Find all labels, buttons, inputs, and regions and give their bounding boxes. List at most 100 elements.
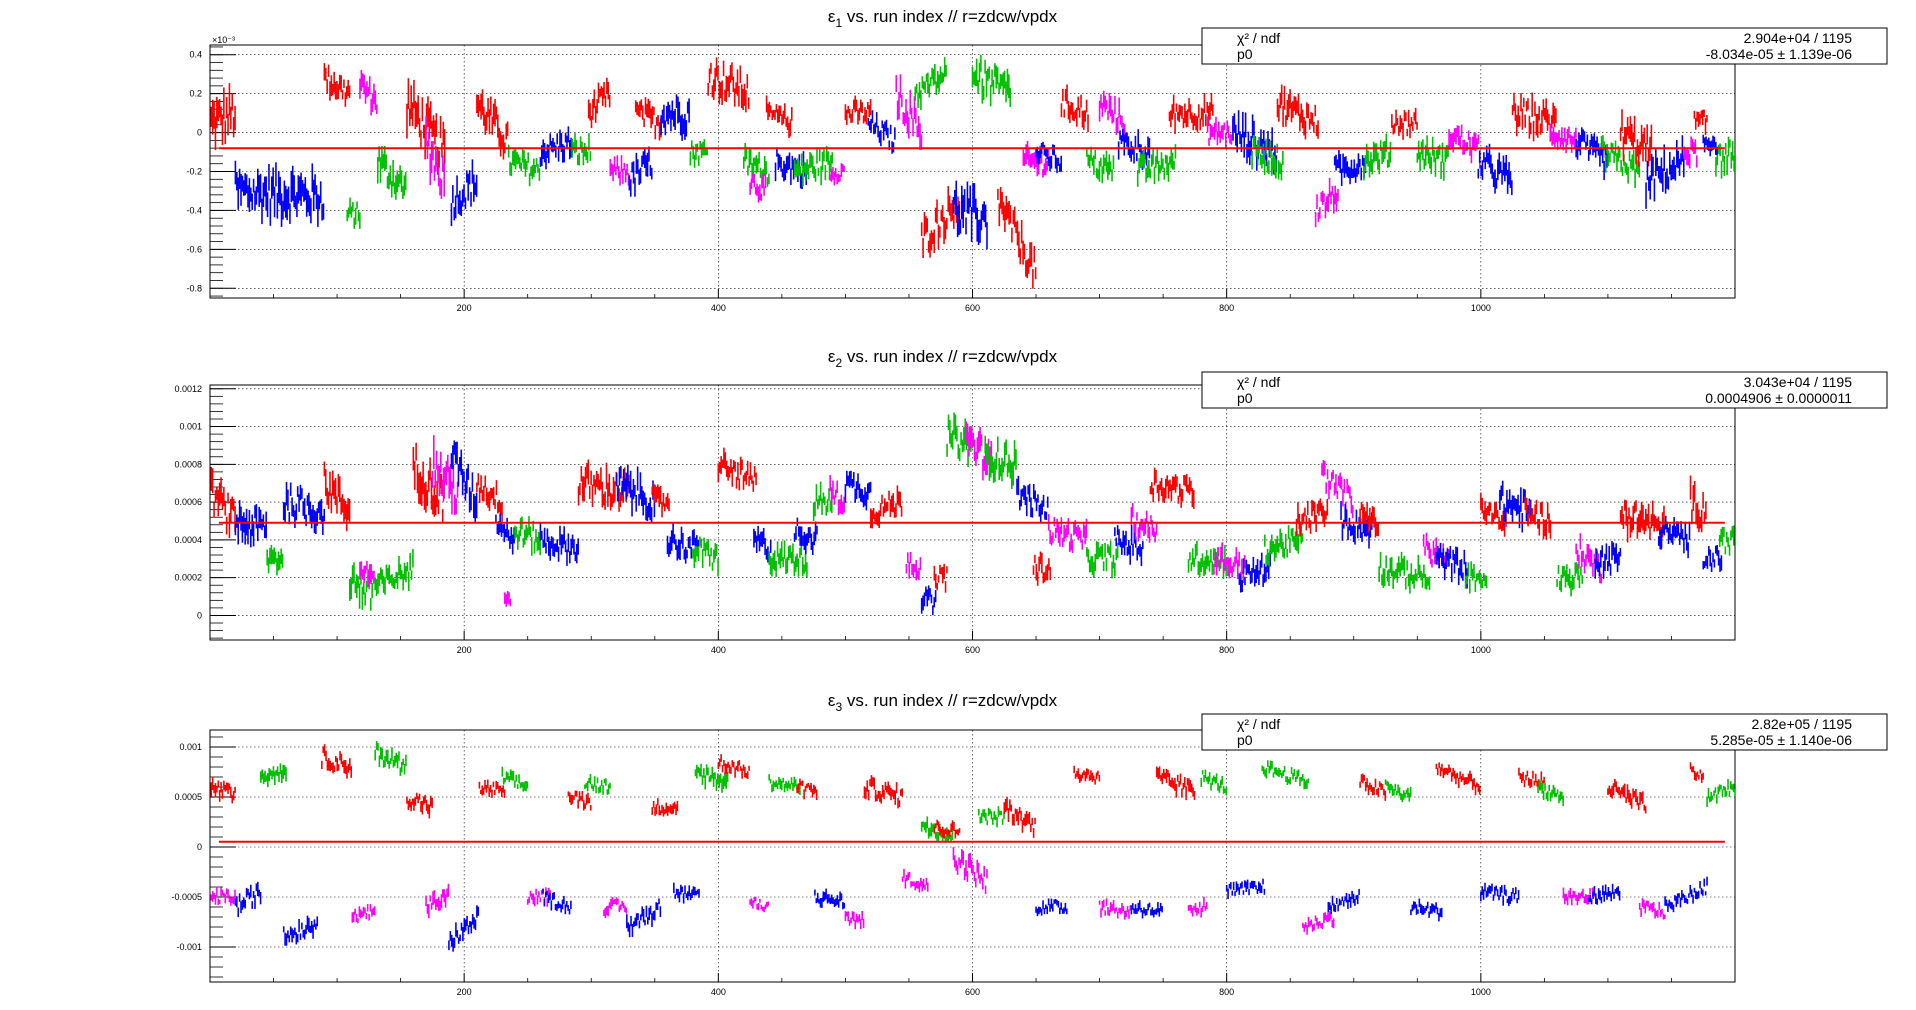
- x-tick-label: 1000: [1471, 645, 1491, 655]
- run-segment-44: [1261, 760, 1310, 790]
- run-segment-11: [507, 144, 541, 187]
- run-segment-37: [1073, 765, 1101, 785]
- run-segment-49: [1410, 898, 1443, 922]
- run-segment-41: [1187, 896, 1208, 918]
- run-segment-63: [1715, 136, 1735, 179]
- run-segment-41: [1136, 144, 1177, 187]
- run-segment-35: [1003, 797, 1036, 838]
- run-segment-29: [863, 775, 904, 809]
- run-segment-14: [587, 77, 611, 129]
- run-segment-55: [1480, 492, 1507, 537]
- y-tick-label: -0.0005: [171, 892, 202, 902]
- run-segment-19: [689, 139, 708, 168]
- run-segment-6: [321, 744, 352, 779]
- title-symbol: ε: [828, 347, 836, 366]
- y-tick-label: 0.2: [189, 89, 202, 99]
- run-segment-30: [901, 868, 929, 893]
- run-segment-55: [1588, 883, 1621, 905]
- run-segment-21: [742, 142, 770, 189]
- run-segment-3: [323, 63, 351, 107]
- run-segment-21: [692, 536, 719, 577]
- run-segment-27: [829, 475, 845, 516]
- run-segment-62: [1702, 134, 1719, 157]
- x-tick-label: 800: [1219, 987, 1234, 997]
- run-segment-46: [1327, 888, 1360, 915]
- run-segment-32: [952, 180, 988, 250]
- y-tick-label: -0.6: [186, 244, 202, 254]
- x-tick-label: 200: [457, 303, 472, 313]
- y-tick-label: -0.2: [186, 167, 202, 177]
- x-tick-label: 600: [965, 303, 980, 313]
- stats-p0-label: p0: [1237, 732, 1253, 748]
- run-segment-52: [1448, 124, 1481, 169]
- run-segment-61: [1619, 499, 1665, 550]
- run-segment-25: [768, 774, 801, 795]
- y-tick-label: 0.0006: [174, 497, 202, 507]
- stats-p0-value: 5.285e-05 ± 1.140e-06: [1710, 732, 1852, 748]
- y-tick-label: 0: [197, 842, 202, 852]
- run-segment-48: [1321, 460, 1354, 519]
- title-symbol: ε: [828, 7, 836, 26]
- y-tick-label: -0.001: [176, 942, 202, 952]
- x-tick-label: 800: [1219, 303, 1234, 313]
- run-segment-22: [749, 173, 767, 203]
- run-segment-40: [1114, 524, 1144, 567]
- run-segment-26: [812, 481, 833, 522]
- title-rest: vs. run index // r=zdcw/vpdx: [842, 691, 1057, 710]
- run-segment-14: [504, 590, 512, 607]
- chart-title: ε2 vs. run index // r=zdcw/vpdx: [828, 347, 1058, 370]
- run-segment-51: [1416, 135, 1449, 181]
- run-segment-25: [793, 517, 818, 555]
- run-segment-8: [425, 115, 446, 199]
- run-segment-24: [749, 896, 770, 913]
- run-segment-54: [1511, 92, 1557, 142]
- run-segment-5: [323, 461, 351, 532]
- run-segment-34: [997, 187, 1037, 289]
- run-segment-57: [1524, 496, 1552, 540]
- y-tick-label: -0.4: [186, 205, 202, 215]
- run-segment-36: [1016, 475, 1049, 524]
- run-segment-38: [1098, 898, 1132, 920]
- x-tick-label: 600: [965, 987, 980, 997]
- run-segment-56: [1607, 778, 1647, 814]
- run-segment-34: [978, 806, 1005, 828]
- run-segment-3: [266, 544, 284, 576]
- run-segment-59: [1575, 533, 1603, 584]
- run-segment-5: [282, 915, 319, 946]
- run-segment-47: [1359, 773, 1387, 801]
- run-segment-57: [1638, 898, 1666, 920]
- run-segment-6: [376, 145, 407, 200]
- run-segment-23: [765, 95, 793, 139]
- run-segment-7: [359, 560, 375, 588]
- run-segment-9: [412, 442, 445, 523]
- run-segment-37: [1060, 84, 1089, 133]
- title-subscript: 3: [835, 700, 842, 714]
- run-segment-50: [1359, 501, 1380, 538]
- run-segment-16: [539, 522, 579, 566]
- run-segment-20: [651, 798, 679, 817]
- run-segment-54: [1464, 561, 1488, 594]
- run-segment-4: [346, 197, 361, 229]
- run-segment-46: [1263, 524, 1304, 567]
- run-segment-15: [609, 155, 630, 186]
- run-segment-15: [514, 516, 541, 556]
- run-segment-38: [1086, 146, 1115, 184]
- run-segment-36: [1035, 141, 1063, 174]
- run-segment-23: [753, 525, 772, 565]
- data-series: [210, 412, 1735, 616]
- run-segment-5: [359, 69, 378, 116]
- run-segment-31: [920, 186, 961, 259]
- run-segment-48: [1384, 779, 1412, 803]
- run-segment-65: [1718, 525, 1735, 556]
- run-segment-10: [476, 89, 509, 160]
- run-segment-28: [844, 470, 872, 511]
- stats-p0-label: p0: [1237, 46, 1253, 62]
- chart-panel-3: ε3 vs. run index // r=zdcw/vpdx 200 400 600…: [171, 691, 1888, 997]
- run-segment-22: [694, 763, 729, 793]
- run-segment-16: [628, 146, 653, 197]
- run-segment-59: [1645, 135, 1685, 209]
- run-segment-2: [234, 160, 325, 227]
- x-tick-label: 400: [711, 987, 726, 997]
- run-segment-60: [1683, 136, 1698, 169]
